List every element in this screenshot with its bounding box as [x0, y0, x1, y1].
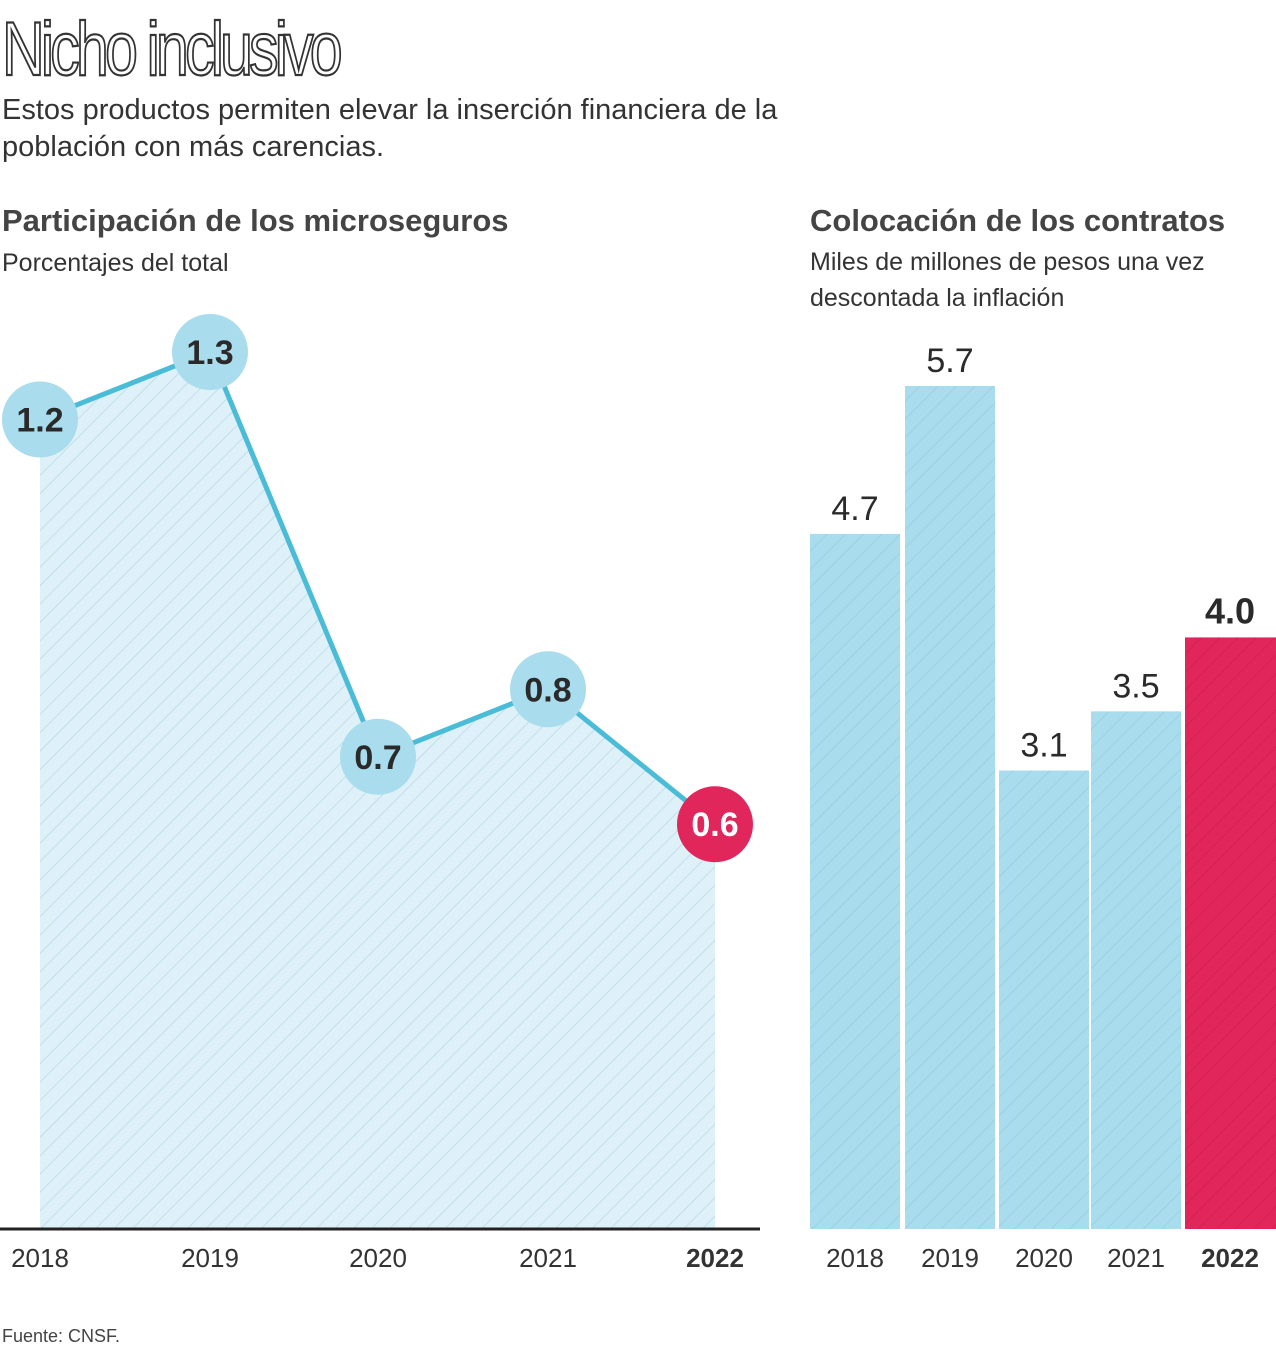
- data-point-2020: [340, 718, 416, 795]
- data-label-2019: 1.3: [186, 334, 233, 372]
- bar-2019: [905, 386, 995, 1229]
- bar-chart-subtitle: Miles de millones de pesos una vez desco…: [810, 248, 1205, 312]
- source-note: Fuente: CNSF.: [2, 1326, 121, 1346]
- x-tick-2021: 2021: [519, 1243, 577, 1273]
- x-tick-2020: 2020: [1015, 1243, 1073, 1273]
- data-label-2020: 0.7: [354, 739, 401, 777]
- data-point-2022: [677, 786, 753, 863]
- bar-2022: [1185, 637, 1276, 1229]
- x-tick-2018: 2018: [826, 1243, 884, 1273]
- page-subtitle: Estos productos permiten elevar la inser…: [2, 94, 778, 163]
- data-point-2018: [2, 381, 78, 458]
- data-point-2021: [510, 651, 586, 728]
- bar-label-2020: 3.1: [1020, 727, 1067, 765]
- page-title: Nicho inclusivo: [1, 7, 343, 92]
- bar-2018: [810, 533, 900, 1229]
- bar-chart: 4.7 2018 5.7 2019 3.1 2020 3.5 2021 4.0 2022: [810, 342, 1276, 1273]
- bar-2021: [1091, 711, 1181, 1229]
- data-label-2021: 0.8: [524, 671, 571, 709]
- data-label-2018: 1.2: [16, 401, 63, 439]
- bar-label-2018: 4.7: [831, 490, 878, 528]
- bar-label-2022: 4.0: [1205, 590, 1255, 631]
- x-tick-2019: 2019: [921, 1243, 979, 1273]
- area-chart-title: Participación de los microseguros: [2, 203, 509, 238]
- x-tick-2019: 2019: [181, 1243, 239, 1273]
- x-tick-2022: 2022: [1201, 1243, 1259, 1273]
- x-tick-2022: 2022: [686, 1243, 744, 1273]
- x-tick-2018: 2018: [11, 1243, 69, 1273]
- bar-label-2021: 3.5: [1112, 667, 1159, 705]
- bar-2020: [999, 770, 1089, 1229]
- data-label-2022: 0.6: [691, 806, 738, 844]
- x-tick-2020: 2020: [349, 1243, 407, 1273]
- data-point-2019: [172, 314, 248, 390]
- area-chart-subtitle: Porcentajes del total: [2, 249, 229, 277]
- area-chart: 1.2 2018 1.3 2019 0.7 2020 0.8 2021 0.6 2022: [0, 314, 760, 1273]
- bar-chart-title: Colocación de los contratos: [810, 203, 1226, 238]
- bar-label-2019: 5.7: [926, 342, 973, 380]
- x-tick-2021: 2021: [1107, 1243, 1165, 1273]
